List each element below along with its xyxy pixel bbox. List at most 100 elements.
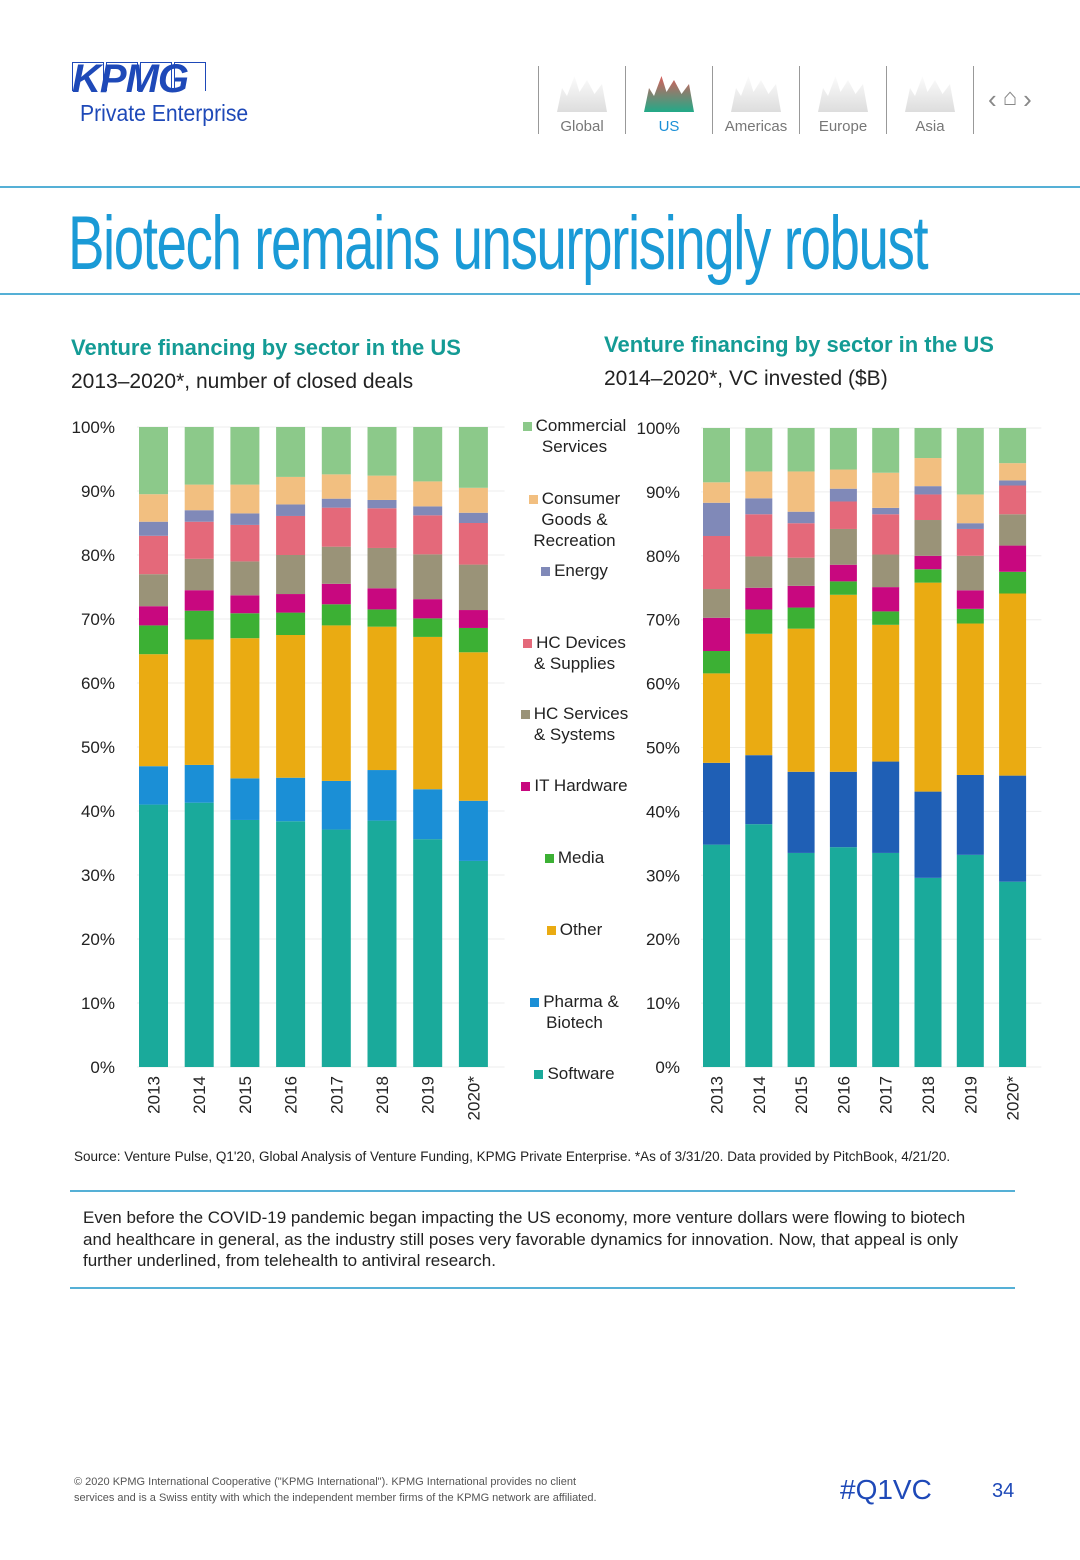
bar-segment-hc-devices-supplies	[367, 508, 397, 548]
bar-segment-software	[230, 819, 260, 1067]
bar-segment-hc-devices-supplies	[139, 535, 168, 575]
bar-segment-software	[703, 844, 730, 1067]
bar-segment-media	[745, 609, 773, 634]
bar-segment-other	[458, 652, 488, 801]
divider	[0, 186, 1080, 188]
bar-segment-hc-devices-supplies	[703, 535, 730, 590]
legend-item: Software	[512, 1063, 637, 1084]
bar-segment-energy	[787, 511, 815, 524]
bar-segment-hc-services-systems	[703, 589, 730, 618]
bar-segment-software	[184, 802, 214, 1067]
nav-asia[interactable]: Asia	[886, 66, 973, 135]
nav-americas[interactable]: Americas	[712, 66, 799, 135]
bar-segment-other	[276, 635, 306, 778]
bar-segment-consumer-goods-recreation	[184, 484, 214, 511]
home-icon[interactable]: ⌂	[1002, 84, 1018, 111]
y-tick-label: 100%	[72, 418, 115, 437]
bar-segment-media	[872, 611, 900, 625]
bar-segment-energy	[230, 513, 260, 525]
bar-segment-hc-devices-supplies	[458, 523, 488, 565]
legend-item: Energy	[512, 560, 637, 581]
bar-segment-it-hardware	[872, 587, 900, 612]
bar-segment-commercial-services	[367, 427, 397, 476]
legend-swatch	[530, 998, 540, 1007]
nav-europe[interactable]: Europe	[799, 66, 886, 135]
bar-segment-software	[914, 877, 942, 1067]
bar-segment-it-hardware	[413, 599, 443, 619]
legend-item: IT Hardware	[512, 775, 637, 796]
bar-segment-consumer-goods-recreation	[745, 471, 773, 499]
bar-segment-it-hardware	[829, 564, 857, 582]
y-tick-label: 50%	[646, 739, 680, 758]
bar-segment-media	[458, 627, 488, 653]
bar-segment-hc-services-systems	[276, 555, 306, 595]
bar-segment-pharma-biotech	[367, 770, 397, 821]
bar-segment-commercial-services	[413, 427, 443, 482]
y-tick-label: 80%	[646, 547, 680, 566]
page-title: Biotech remains unsurprisingly robust	[68, 201, 929, 286]
bar-segment-consumer-goods-recreation	[829, 469, 857, 489]
bar-segment-consumer-goods-recreation	[276, 476, 306, 505]
divider	[70, 1190, 1015, 1192]
bar-segment-hc-devices-supplies	[872, 514, 900, 555]
x-tick-label: 2018	[373, 1076, 392, 1114]
bar-segment-commercial-services	[872, 428, 900, 473]
bar-segment-hc-devices-supplies	[230, 524, 260, 562]
x-tick-label: 2019	[961, 1076, 980, 1114]
bar-segment-media	[276, 612, 306, 635]
y-tick-label: 10%	[81, 994, 115, 1013]
bar-segment-commercial-services	[999, 428, 1027, 464]
bar-segment-other	[745, 633, 773, 756]
chevron-left-icon[interactable]: ‹	[988, 84, 997, 114]
bar-segment-consumer-goods-recreation	[139, 494, 168, 522]
bar-segment-pharma-biotech	[999, 775, 1027, 882]
bar-segment-energy	[956, 523, 984, 529]
legend-swatch	[522, 422, 532, 431]
legend-swatch	[544, 854, 554, 863]
bar-segment-hc-devices-supplies	[413, 515, 443, 555]
chevron-right-icon[interactable]: ›	[1023, 84, 1032, 114]
nav-global[interactable]: Global	[538, 66, 625, 135]
bar-segment-hc-services-systems	[787, 557, 815, 586]
bar-segment-other	[999, 593, 1027, 776]
body-paragraph: Even before the COVID-19 pandemic began …	[83, 1208, 966, 1270]
region-nav: Global US Americas Europe Asia	[538, 66, 975, 135]
bar-segment-energy	[703, 502, 730, 536]
bar-segment-other	[703, 673, 730, 763]
bar-segment-hc-devices-supplies	[787, 523, 815, 558]
bar-segment-commercial-services	[914, 428, 942, 459]
bar-segment-commercial-services	[458, 427, 488, 488]
legend-swatch	[534, 1070, 544, 1079]
bar-segment-media	[956, 608, 984, 624]
y-tick-label: 60%	[646, 675, 680, 694]
page-number: 34	[992, 1480, 1015, 1502]
bar-segment-hc-devices-supplies	[321, 507, 351, 547]
bar-segment-hc-services-systems	[745, 556, 773, 588]
legend-swatch	[528, 495, 538, 504]
legend-item: Other	[512, 919, 637, 940]
bar-segment-it-hardware	[458, 610, 488, 628]
x-tick-label: 2018	[919, 1076, 938, 1114]
bar-segment-it-hardware	[914, 555, 942, 570]
bar-segment-it-hardware	[956, 590, 984, 609]
bar-segment-it-hardware	[276, 594, 306, 613]
bar-segment-software	[872, 852, 900, 1067]
bar-segment-media	[999, 571, 1027, 594]
bar-segment-software	[829, 847, 857, 1067]
nav-us[interactable]: US	[625, 66, 712, 135]
bar-segment-media	[321, 604, 351, 626]
bar-segment-energy	[321, 498, 351, 508]
bar-segment-it-hardware	[999, 545, 1027, 572]
bar-segment-other	[184, 639, 214, 765]
bar-segment-hc-devices-supplies	[914, 494, 942, 521]
divider	[0, 293, 1080, 295]
bar-segment-energy	[139, 521, 168, 536]
bar-segment-media	[367, 609, 397, 627]
bar-segment-hc-services-systems	[914, 520, 942, 556]
legend-item: Media	[512, 847, 637, 868]
bar-segment-consumer-goods-recreation	[413, 481, 443, 507]
bar-segment-software	[999, 881, 1027, 1067]
bar-segment-energy	[872, 507, 900, 515]
bar-segment-it-hardware	[367, 588, 397, 610]
x-tick-label: 2014	[750, 1076, 769, 1114]
